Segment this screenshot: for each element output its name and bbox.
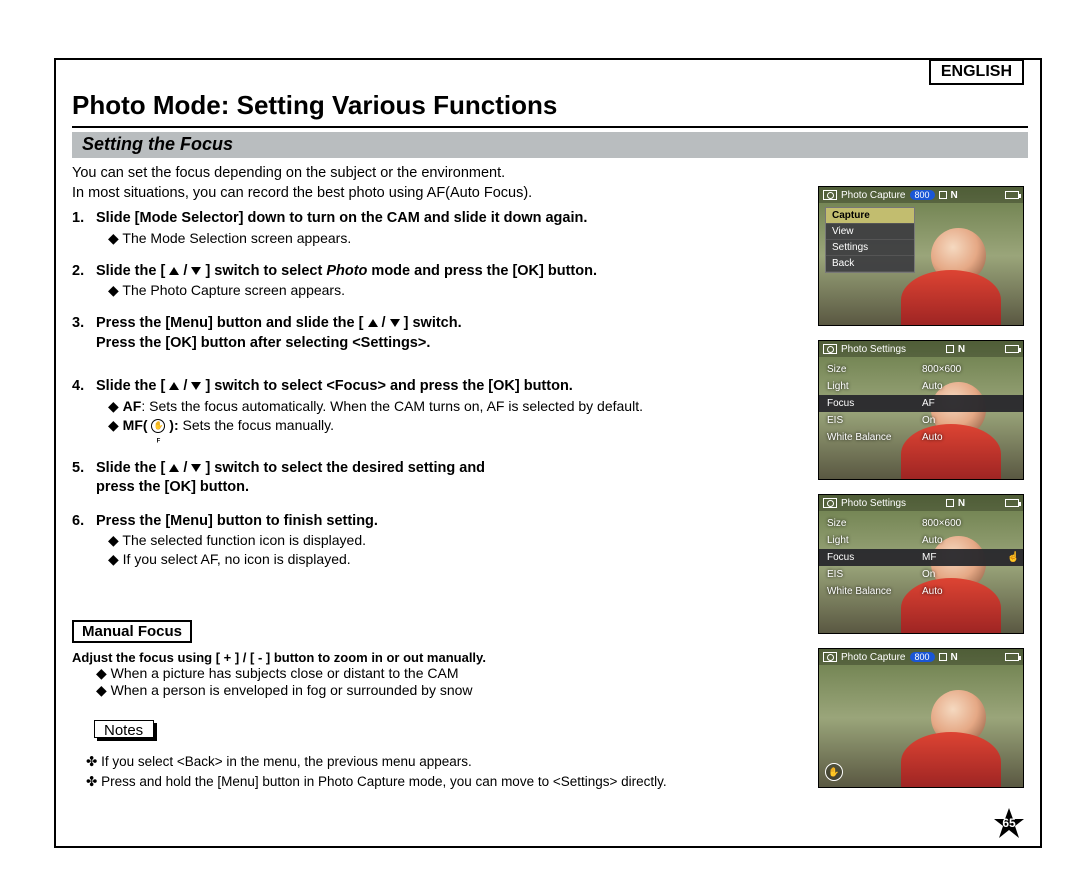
screenshot-4: 4 Photo Settings N Size800×600LightAutoF… [818, 340, 1024, 480]
step-5: 5.Slide the [ / ] switch to select the d… [72, 459, 822, 498]
intro-line-2: In most situations, you can record the b… [72, 184, 822, 204]
down-arrow-icon [191, 267, 201, 275]
screenshot-3-menu: Capture View Settings Back [825, 207, 915, 273]
screenshot-4-rows: Size800×600LightAutoFocusAFEISOnWhite Ba… [819, 361, 1023, 446]
mf-hand-icon: ✋F [151, 419, 165, 433]
intro-line-1: You can set the focus depending on the s… [72, 164, 822, 184]
settings-row: EISOn [819, 566, 1023, 583]
battery-icon [1005, 345, 1019, 353]
mf-indicator-icon: ✋ [825, 763, 843, 781]
settings-row: LightAuto [819, 378, 1023, 395]
camera-icon [823, 344, 837, 354]
step-4-mf: MF( ✋F ): Sets the focus manually. [108, 416, 822, 435]
camera-icon [823, 498, 837, 508]
screenshot-5-rows: Size800×600LightAutoFocusMF☝EISOnWhite B… [819, 515, 1023, 600]
settings-row: White BalanceAuto [819, 583, 1023, 600]
battery-icon [1005, 653, 1019, 661]
notes-heading: Notes [94, 720, 157, 741]
settings-row: Size800×600 [819, 515, 1023, 532]
settings-row: FocusMF☝ [819, 549, 1023, 566]
settings-row: FocusAF [819, 395, 1023, 412]
step-2: 2.Slide the [ / ] switch to select Photo… [72, 262, 822, 300]
step-6-sub2: If you select AF, no icon is displayed. [108, 550, 822, 569]
body-text: You can set the focus depending on the s… [72, 164, 822, 583]
page-title: Photo Mode: Setting Various Functions [72, 90, 557, 121]
manual-focus-heading: Manual Focus [72, 620, 192, 643]
step-4-af: AF: Sets the focus automatically. When t… [108, 397, 822, 416]
step-1-sub: The Mode Selection screen appears. [108, 229, 822, 248]
step-3: 3.Press the [Menu] button and slide the … [72, 314, 822, 353]
step-6: 6.Press the [Menu] button to finish sett… [72, 512, 822, 569]
note-1: If you select <Back> in the menu, the pr… [86, 754, 846, 770]
step-1: 1.Slide [Mode Selector] down to turn on … [72, 209, 822, 247]
language-box: ENGLISH [929, 59, 1024, 85]
resolution-badge: 800 [910, 652, 935, 662]
title-rule [72, 126, 1028, 128]
section-heading: Setting the Focus [72, 132, 1028, 158]
notes-list: If you select <Back> in the menu, the pr… [86, 754, 846, 794]
camera-icon [823, 652, 837, 662]
up-arrow-icon [169, 267, 179, 275]
camera-icon [823, 190, 837, 200]
note-2: Press and hold the [Menu] button in Phot… [86, 774, 846, 790]
screenshot-3: 3 Photo Capture 800 N Capture View Setti… [818, 186, 1024, 326]
step-2-sub: The Photo Capture screen appears. [108, 281, 822, 300]
page-number: 65 [994, 808, 1024, 838]
battery-icon [1005, 191, 1019, 199]
resolution-badge: 800 [910, 190, 935, 200]
card-icon [939, 191, 947, 199]
page-frame: ENGLISH Photo Mode: Setting Various Func… [54, 58, 1042, 848]
screenshots-column: 3 Photo Capture 800 N Capture View Setti… [818, 186, 1024, 802]
screenshot-3-header: Photo Capture 800 N [819, 187, 1023, 203]
settings-row: Size800×600 [819, 361, 1023, 378]
screenshot-6: 6 Photo Capture 800 N ✋ [818, 648, 1024, 788]
screenshot-5: 5 Photo Settings N Size800×600LightAutoF… [818, 494, 1024, 634]
battery-icon [1005, 499, 1019, 507]
settings-row: White BalanceAuto [819, 429, 1023, 446]
settings-row: LightAuto [819, 532, 1023, 549]
step-6-sub1: The selected function icon is displayed. [108, 531, 822, 550]
settings-row: EISOn [819, 412, 1023, 429]
manual-focus-text: Adjust the focus using [ + ] / [ - ] but… [72, 650, 772, 699]
step-4: 4.Slide the [ / ] switch to select <Focu… [72, 377, 822, 434]
